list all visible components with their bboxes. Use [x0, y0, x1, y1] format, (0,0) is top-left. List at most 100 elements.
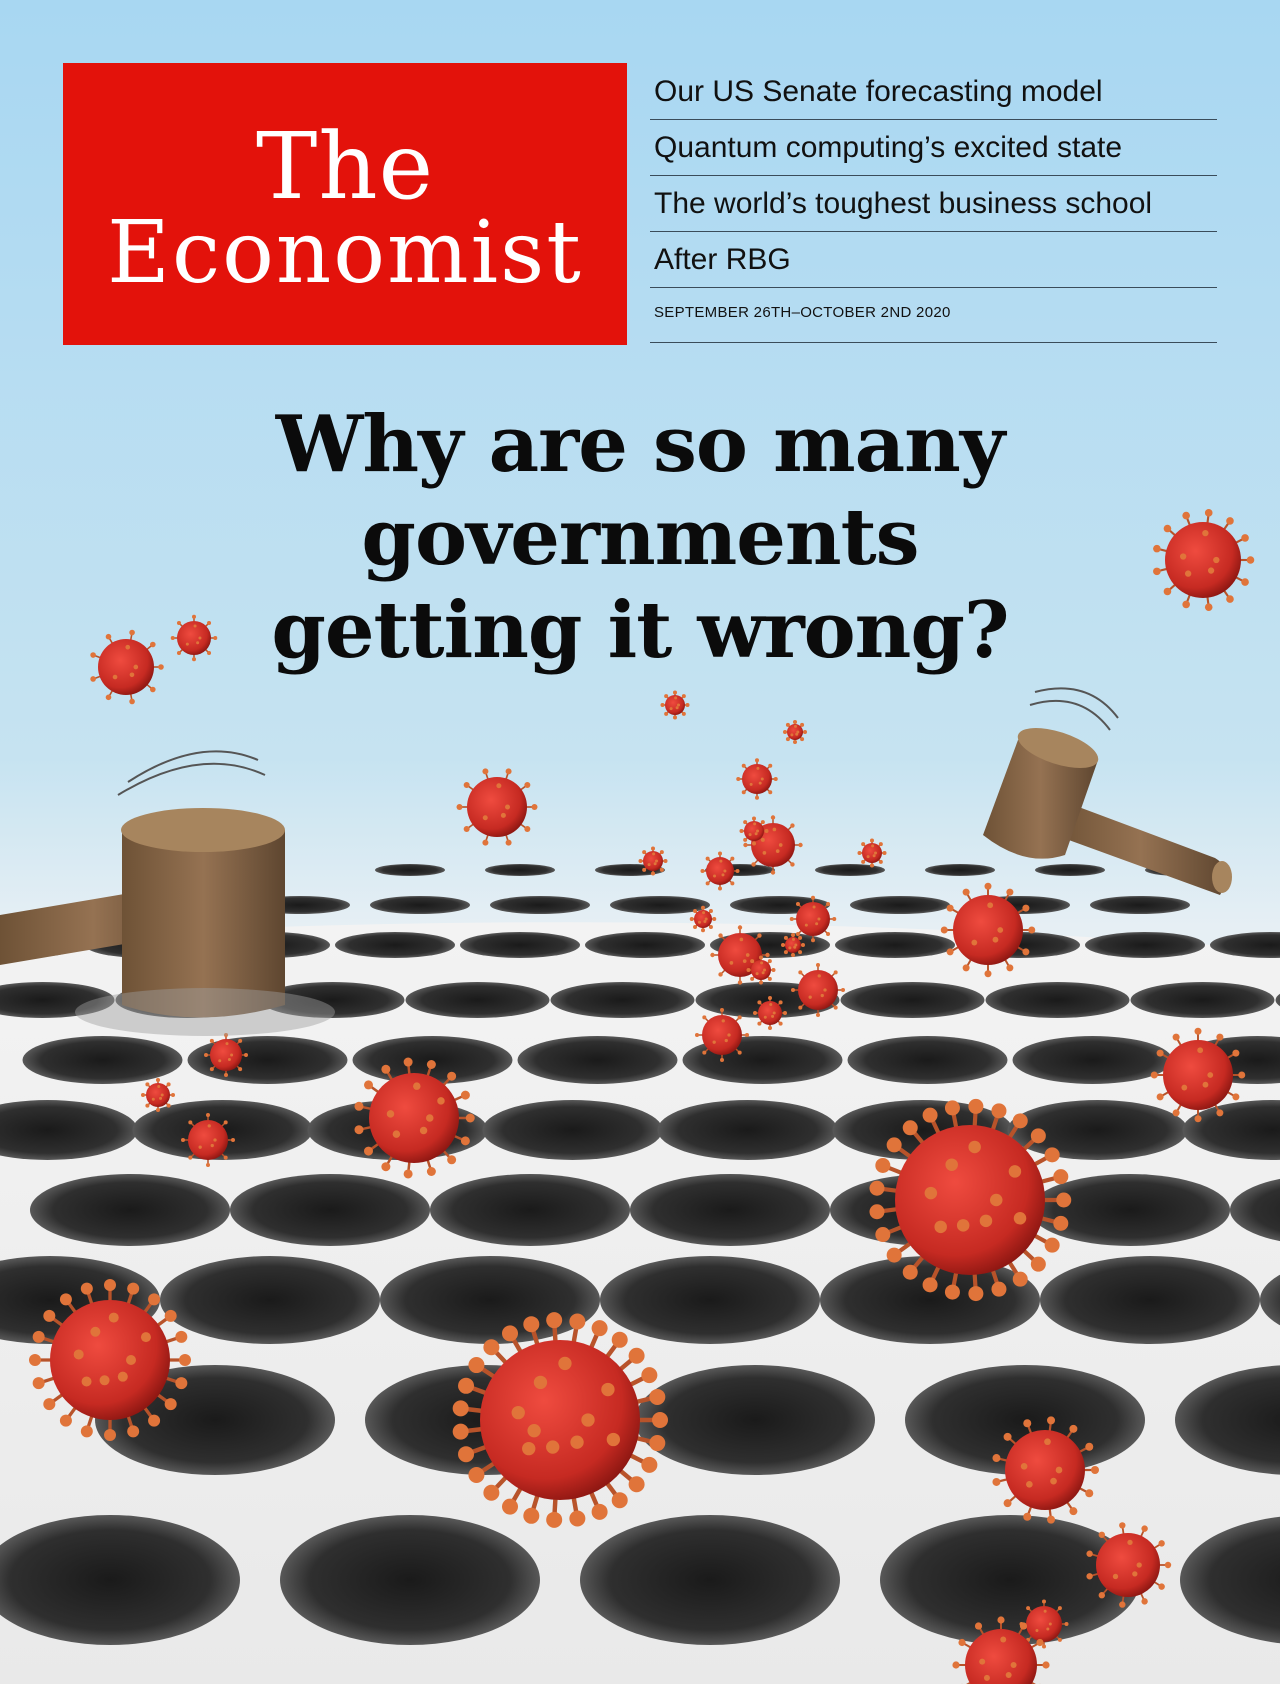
board-hole	[1130, 982, 1275, 1018]
board-hole	[352, 1036, 513, 1084]
virus-particle	[1086, 1522, 1172, 1608]
virus-particle	[992, 1416, 1099, 1524]
board-hole	[1182, 1100, 1280, 1160]
board-hole	[1007, 1100, 1188, 1160]
virus-particle	[689, 905, 717, 933]
board-hole	[820, 1256, 1040, 1344]
virus-particle	[29, 1279, 191, 1441]
board-hole	[585, 932, 705, 958]
board-hole	[985, 982, 1130, 1018]
board-hole	[0, 982, 115, 1018]
board-hole	[1035, 864, 1105, 876]
board-hole	[517, 1036, 678, 1084]
board-hole	[30, 1174, 230, 1246]
board-hole	[490, 896, 590, 914]
board-hole	[335, 932, 455, 958]
virus-particle	[736, 758, 778, 800]
virus-particle	[700, 851, 740, 891]
board-hole	[840, 982, 985, 1018]
virus-particle	[181, 1113, 235, 1167]
virus-particle	[753, 996, 787, 1030]
board-hole	[370, 896, 470, 914]
right-mallet	[983, 687, 1232, 895]
virus-particle	[952, 1616, 1050, 1684]
board-hole	[657, 1100, 838, 1160]
headline-line-3: getting it wrong?	[271, 585, 1009, 676]
virus-particle	[90, 629, 164, 705]
board-hole	[1210, 932, 1280, 958]
virus-particle	[791, 963, 845, 1017]
virus-particle	[170, 614, 218, 662]
dateline-rule	[650, 342, 1217, 343]
virus-particle	[746, 955, 776, 985]
virus-particle	[452, 1312, 668, 1528]
board-hole	[160, 1256, 380, 1344]
board-hole	[1230, 1178, 1280, 1242]
virus-particle	[869, 1098, 1072, 1302]
board-hole	[880, 1515, 1140, 1645]
board-hole	[600, 1256, 820, 1344]
board-hole	[835, 932, 955, 958]
virus-particle	[204, 1033, 248, 1077]
cover-headline: Why are so many governments getting it w…	[200, 398, 1080, 677]
masthead-title-line-1: The	[255, 113, 435, 220]
virus-particle	[940, 882, 1036, 978]
teaser-quantum-computing: Quantum computing’s excited state	[650, 120, 1217, 176]
virus-particle	[354, 1057, 475, 1179]
board-hole	[1090, 896, 1190, 914]
board-hole	[630, 1174, 830, 1246]
board-hole	[1040, 1256, 1260, 1344]
teaser-business-school: The world’s toughest business school	[650, 176, 1217, 232]
board-hole	[405, 982, 550, 1018]
board-hole	[230, 1174, 430, 1246]
board-hole	[22, 1036, 183, 1084]
virus-particle	[141, 1078, 175, 1112]
board-hole	[1180, 1516, 1280, 1644]
board-hole	[1175, 1365, 1280, 1475]
board-hole	[260, 982, 405, 1018]
board-hole	[815, 864, 885, 876]
headline-line-1: Why are so many	[275, 399, 1005, 490]
virus-particle	[660, 690, 690, 720]
board-hole	[482, 1100, 663, 1160]
board-hole	[580, 1515, 840, 1645]
virus-particle	[781, 933, 805, 957]
board-hole	[1012, 1036, 1173, 1084]
board-hole	[430, 1174, 630, 1246]
board-hole	[550, 982, 695, 1018]
board-hole	[0, 1515, 240, 1645]
board-hole	[610, 896, 710, 914]
virus-particle	[857, 838, 887, 868]
virus-particle	[1019, 1599, 1069, 1649]
board-hole	[460, 932, 580, 958]
board-hole	[1275, 993, 1280, 1007]
board-hole	[1030, 1174, 1230, 1246]
virus-particle	[695, 1008, 749, 1062]
virus-particle	[638, 846, 668, 876]
masthead: The Economist	[63, 63, 627, 345]
board-hole	[850, 896, 950, 914]
board-hole	[925, 864, 995, 876]
virus-particles	[29, 509, 1255, 1684]
board-hole	[380, 1256, 600, 1344]
masthead-title-line-2: Economist	[107, 203, 583, 303]
board-hole	[0, 1100, 138, 1160]
virus-particle	[783, 720, 807, 744]
virus-particle	[1153, 509, 1255, 611]
issue-dateline: SEPTEMBER 26TH–OCTOBER 2ND 2020	[654, 304, 951, 321]
left-mallet	[0, 750, 335, 1036]
board-hole	[485, 864, 555, 876]
virus-particle	[456, 768, 538, 846]
board-hole	[1085, 932, 1205, 958]
board-hole	[1260, 1274, 1280, 1326]
virus-particle	[739, 816, 769, 846]
virus-particle	[1150, 1027, 1246, 1123]
teaser-senate-model: Our US Senate forecasting model	[650, 64, 1217, 120]
headline-line-2: governments	[361, 492, 919, 583]
cover-teasers: Our US Senate forecasting model Quantum …	[650, 64, 1217, 288]
board-hole	[280, 1515, 540, 1645]
board-hole	[375, 864, 445, 876]
board-hole	[635, 1365, 875, 1475]
